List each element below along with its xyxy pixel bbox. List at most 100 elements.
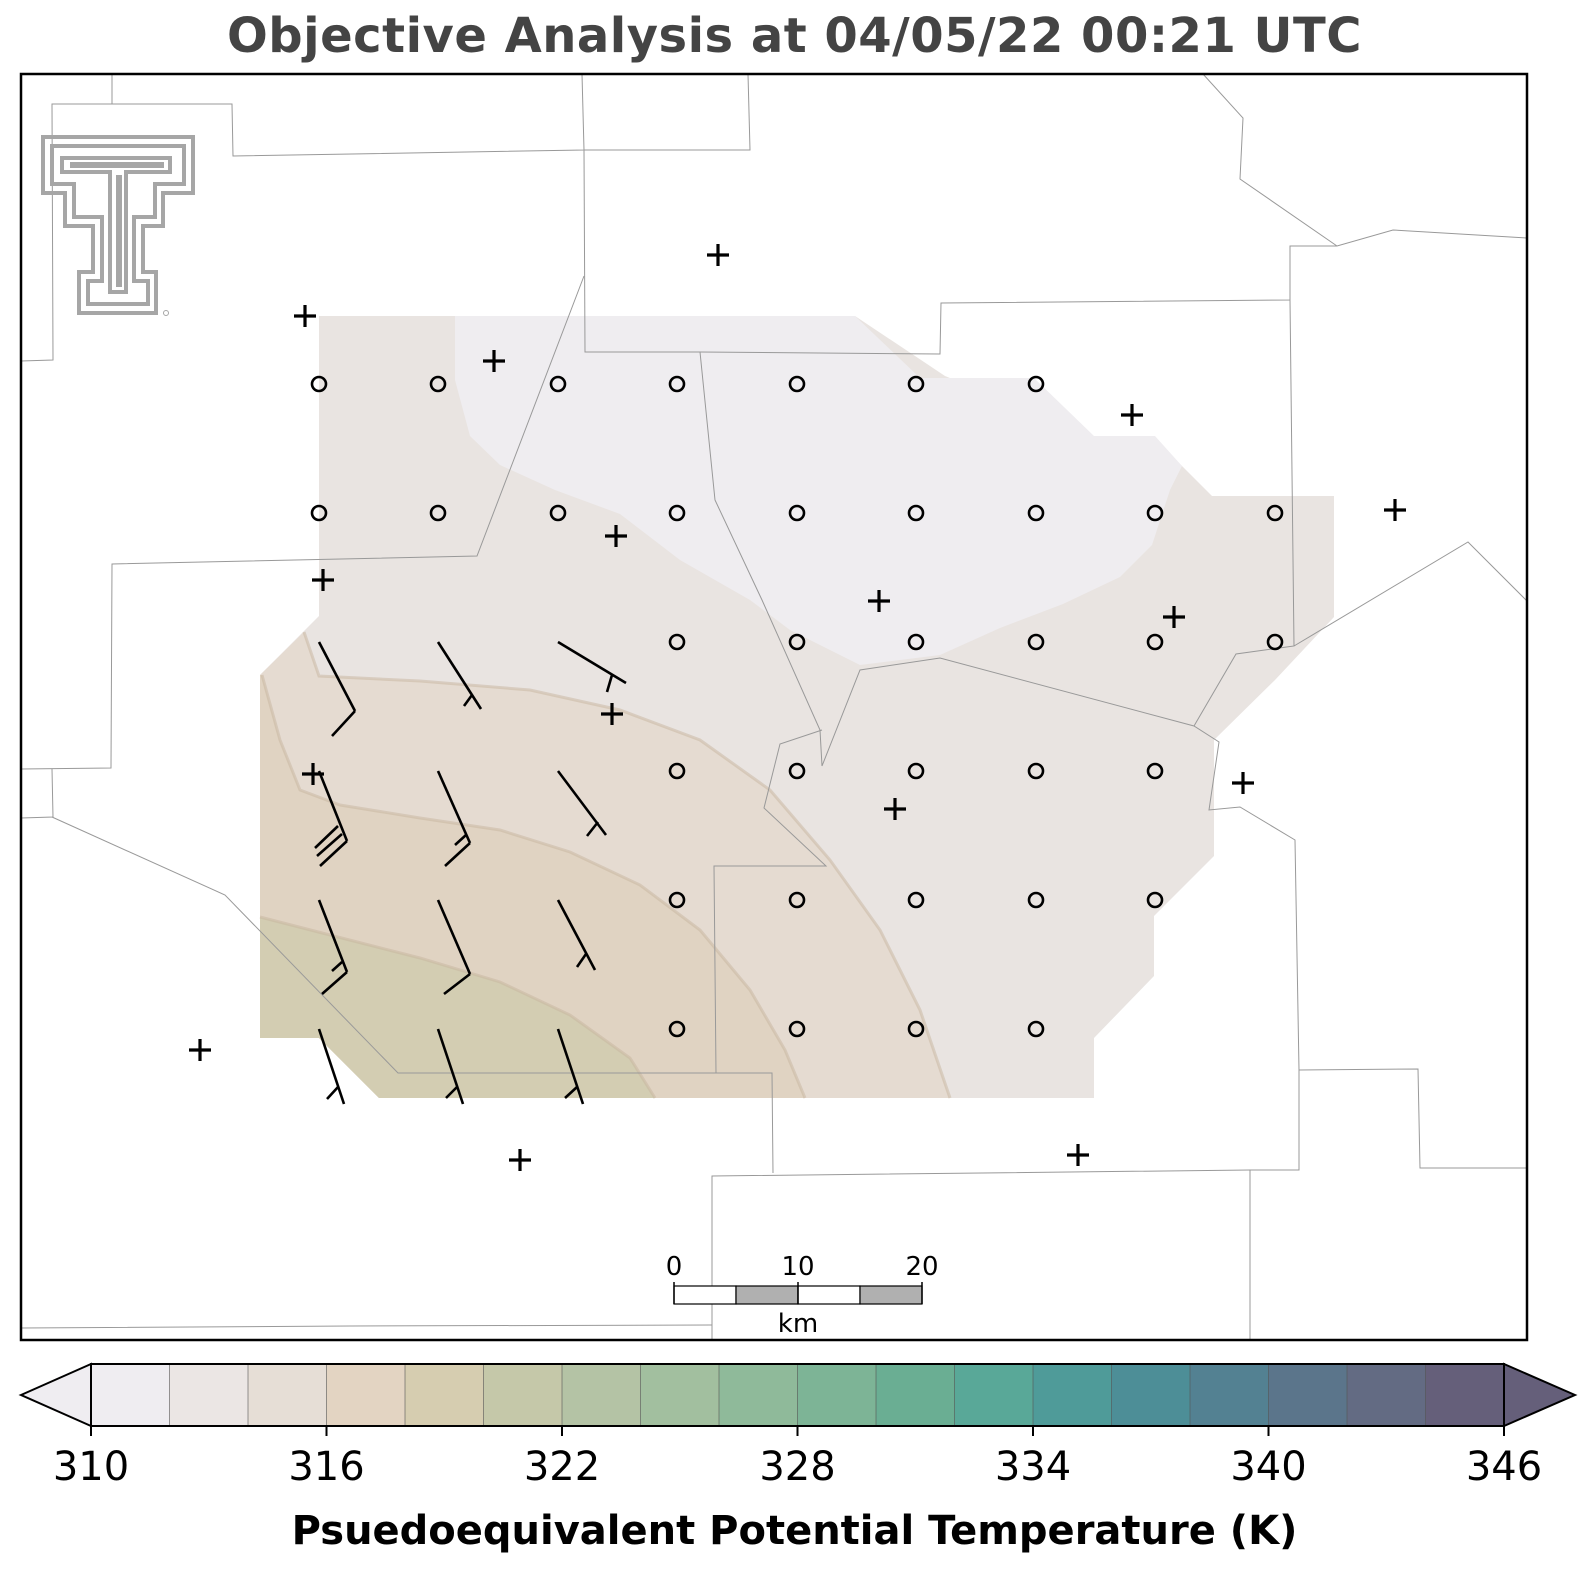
station-marker [868,590,890,612]
map-frame [19,72,1529,1342]
station-marker [483,350,505,372]
grid-point-calm [788,504,806,522]
colorbar: 310 316 322 328 334 340 346 [18,1362,1578,1490]
grid-point-calm [788,891,806,909]
grid-point-calm [668,891,686,909]
map-title: Objective Analysis at 04/05/22 00:21 UTC [227,8,1362,64]
grid-point-calm [788,375,806,393]
colorbar-swatch [405,1364,485,1426]
grid-point-calm [1146,891,1164,909]
wind-barb [436,1028,465,1105]
grid-point-calm [549,504,567,522]
colorbar-tick-label: 322 [524,1444,600,1490]
grid-point-calm [907,633,925,651]
grid-point-calm [1027,504,1045,522]
wind-barb [436,770,472,867]
colorbar-tick-label: 346 [1466,1444,1542,1490]
grid-point-calm [1027,1020,1045,1038]
colorbar-swatch [719,1364,799,1426]
grid-point-calm [1146,633,1164,651]
grid-point-calm [788,762,806,780]
wind-barb [317,899,349,995]
grid-point-calm [1027,762,1045,780]
station-marker [294,305,316,327]
calm-grid-points [310,375,1284,1038]
station-marker [302,763,324,785]
grid-point-calm [1146,762,1164,780]
colorbar-swatch [1190,1364,1270,1426]
colorbar-extend-low [18,1362,92,1428]
grid-point-calm [1027,891,1045,909]
colorbar-ticks: 310 316 322 328 334 340 346 [53,1426,1542,1490]
colorbar-swatch [326,1364,406,1426]
scale-bar-segment [859,1285,923,1305]
grid-point-calm [1027,375,1045,393]
grid-point-calm [668,375,686,393]
colorbar-swatch [562,1364,642,1426]
colorbar-tick-label: 334 [995,1444,1071,1490]
grid-point-calm [1266,504,1284,522]
colorbar-swatch [1268,1364,1348,1426]
wind-barb [314,770,349,867]
grid-point-calm [1266,633,1284,651]
wind-barb [556,899,597,971]
colorbar-tick-label: 310 [53,1444,129,1490]
wind-barb [557,640,627,693]
scale-bar-tick-label: 10 [781,1252,814,1282]
colorbar-tick-label: 340 [1230,1444,1306,1490]
grid-point-calm [668,504,686,522]
scale-bar-unit: km [778,1309,818,1339]
station-marker [1163,606,1185,628]
grid-point-calm [668,762,686,780]
station-marker [707,244,729,266]
colorbar-swatch [876,1364,956,1426]
grid-point-calm [429,504,447,522]
colorbar-tick-label: 316 [288,1444,364,1490]
station-marker [884,798,906,820]
colorbar-swatch [1425,1364,1505,1426]
station-markers [189,244,1406,1171]
wind-barb [317,1028,346,1105]
colorbar-swatch [248,1364,328,1426]
station-marker [1232,772,1254,794]
wind-barb [436,641,483,710]
scale-bar-tick-label: 0 [666,1252,683,1282]
grid-point-calm [907,891,925,909]
grid-point-calm [549,375,567,393]
scale-bar: 0 10 20 km [666,1252,939,1339]
colorbar-label: Psuedoequivalent Potential Temperature (… [291,1508,1298,1554]
colorbar-swatch [1111,1364,1191,1426]
colorbar-swatch [797,1364,877,1426]
station-marker [1121,404,1143,426]
colorbar-swatch [483,1364,563,1426]
grid-point-calm [907,1020,925,1038]
scale-bar-segment [735,1285,799,1305]
station-marker [1384,499,1406,521]
station-marker [189,1039,211,1061]
station-marker [605,525,627,547]
station-marker [601,703,623,725]
grid-point-calm [668,1020,686,1038]
colorbar-swatch [1033,1364,1113,1426]
grid-point-calm [668,633,686,651]
colorbar-tick-label: 328 [759,1444,835,1490]
grid-point-calm [907,375,925,393]
wind-barbs [314,640,627,1105]
theta-e-field [259,316,1334,1099]
field-level-312 [455,316,1182,665]
grid-point-calm [907,504,925,522]
wind-barb [556,1028,585,1105]
colorbar-swatch [91,1364,171,1426]
grid-point-calm [788,1020,806,1038]
grid-point-calm [310,504,328,522]
colorbar-extend-high [1503,1362,1578,1428]
wind-barb [436,899,472,996]
scale-bar-segment [797,1285,861,1305]
map-panel [21,74,1527,1340]
field-contours [259,631,952,1099]
colorbar-swatch [640,1364,720,1426]
grid-point-calm [429,375,447,393]
grid-point-calm [310,375,328,393]
field-level-320 [260,917,655,1098]
county-borders [21,74,1527,1340]
